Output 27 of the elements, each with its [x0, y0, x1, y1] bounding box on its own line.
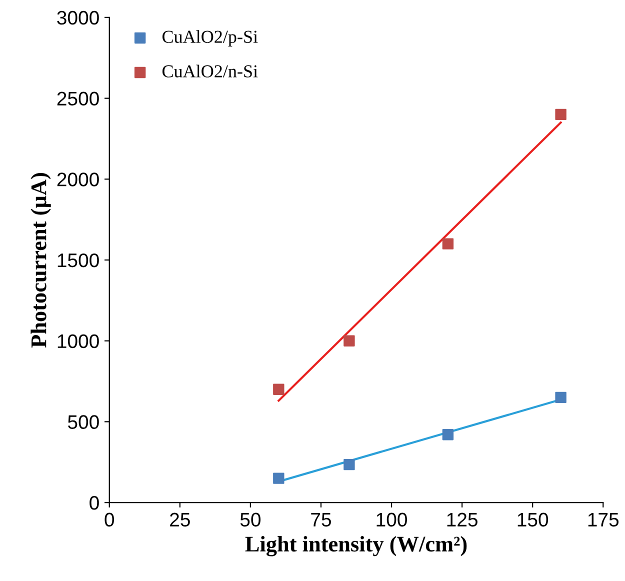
- x-tick-label: 125: [447, 512, 478, 527]
- y-tick-label: 1000: [58, 334, 99, 348]
- x-tick-label: 75: [311, 513, 331, 527]
- point: [344, 335, 355, 346]
- point: [273, 472, 284, 484]
- point: [344, 458, 355, 470]
- point: [555, 392, 566, 404]
- point: [555, 108, 566, 120]
- y-tick-label: 2000: [57, 172, 99, 186]
- x-tick-label: 50: [240, 512, 260, 527]
- x-tick-label: 100: [376, 512, 407, 527]
- y-tick-label: 500: [68, 415, 99, 429]
- y-tick-label: 1500: [58, 253, 99, 268]
- x-tick-label: 25: [170, 512, 190, 527]
- legend-label: CuAlO2/p-Si: [162, 30, 258, 47]
- x-tick-label: 0: [104, 512, 114, 527]
- y-tick-label: 2500: [57, 92, 99, 106]
- point: [273, 384, 284, 395]
- x-axis-title: Light intensity (W/cm²): [245, 536, 467, 556]
- y-tick-label: 3000: [57, 10, 99, 25]
- x-tick-label: 150: [518, 512, 548, 527]
- y-axis-title: Photocurrent (µA): [30, 173, 51, 348]
- legend-label: CuAlO2/n-Si: [162, 64, 258, 78]
- point: [442, 238, 454, 250]
- y-tick-label: 0: [90, 496, 99, 510]
- point: [442, 429, 454, 440]
- x-tick-label: 175: [588, 513, 619, 527]
